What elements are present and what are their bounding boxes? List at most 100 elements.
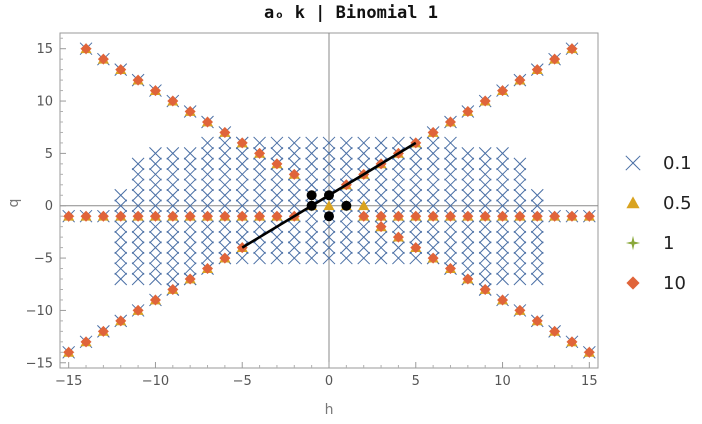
data-point bbox=[114, 251, 128, 265]
data-point bbox=[357, 136, 371, 150]
data-point bbox=[149, 178, 162, 192]
data-point bbox=[183, 178, 197, 192]
data-point bbox=[322, 251, 336, 265]
data-point bbox=[322, 178, 336, 192]
data-point bbox=[426, 188, 440, 202]
data-point bbox=[375, 221, 387, 233]
data-point bbox=[166, 147, 180, 160]
data-point bbox=[270, 167, 284, 181]
data-point bbox=[114, 199, 128, 213]
black-point bbox=[306, 200, 317, 211]
data-point bbox=[392, 178, 405, 192]
data-point bbox=[549, 53, 561, 65]
data-point bbox=[478, 157, 492, 171]
data-point bbox=[287, 147, 301, 160]
data-point bbox=[530, 251, 544, 265]
data-point bbox=[183, 251, 197, 265]
data-point bbox=[166, 157, 180, 171]
data-point bbox=[374, 241, 388, 254]
data-point bbox=[462, 273, 474, 285]
data-point bbox=[583, 346, 595, 358]
data-point bbox=[479, 283, 491, 295]
data-point bbox=[392, 210, 404, 222]
data-point bbox=[183, 241, 197, 254]
data-point bbox=[149, 220, 162, 234]
legend-item-0.1: 0.1 bbox=[625, 153, 692, 174]
data-point bbox=[427, 252, 439, 264]
data-point bbox=[115, 210, 127, 222]
data-point bbox=[340, 188, 353, 202]
data-point bbox=[410, 242, 422, 254]
data-point bbox=[270, 199, 284, 213]
x-axis-label: h bbox=[325, 402, 334, 418]
black-point bbox=[324, 211, 334, 222]
data-point bbox=[357, 220, 371, 234]
data-point bbox=[201, 136, 214, 150]
data-point bbox=[461, 199, 475, 213]
data-point bbox=[374, 230, 388, 244]
data-point bbox=[340, 167, 353, 181]
data-point bbox=[149, 199, 162, 213]
data-point bbox=[375, 210, 387, 222]
data-point bbox=[131, 262, 145, 275]
data-point bbox=[461, 241, 475, 254]
data-point bbox=[218, 157, 232, 171]
data-point bbox=[496, 272, 509, 286]
data-point bbox=[496, 157, 509, 171]
data-point bbox=[444, 220, 457, 234]
data-point bbox=[183, 220, 197, 234]
data-point bbox=[427, 210, 439, 222]
data-point bbox=[497, 210, 509, 222]
data-point bbox=[461, 262, 475, 275]
data-point bbox=[426, 157, 440, 171]
data-point bbox=[461, 147, 475, 160]
data-point bbox=[392, 157, 405, 171]
data-point bbox=[97, 325, 109, 337]
data-point bbox=[566, 210, 578, 222]
data-point bbox=[287, 241, 301, 254]
data-point bbox=[149, 85, 161, 97]
data-point bbox=[358, 200, 370, 211]
data-point bbox=[461, 220, 475, 234]
data-point bbox=[167, 210, 179, 222]
data-point bbox=[63, 346, 75, 358]
black-point bbox=[324, 190, 334, 201]
data-point bbox=[461, 167, 475, 181]
data-point bbox=[409, 178, 423, 192]
data-point bbox=[270, 178, 284, 192]
data-point bbox=[166, 220, 180, 234]
data-point bbox=[444, 178, 457, 192]
data-point bbox=[322, 157, 336, 171]
legend-item-10: 10 bbox=[626, 273, 686, 294]
data-point bbox=[131, 199, 145, 213]
legend-label: 1 bbox=[663, 233, 674, 254]
data-point bbox=[409, 220, 423, 234]
data-point bbox=[531, 210, 543, 222]
y-tick-label: −15 bbox=[26, 356, 53, 371]
data-point bbox=[478, 262, 492, 275]
data-point bbox=[167, 95, 179, 107]
marks-layer bbox=[62, 42, 596, 359]
data-point bbox=[166, 178, 180, 192]
data-point bbox=[513, 220, 527, 234]
legend-label: 0.5 bbox=[663, 193, 692, 214]
data-point bbox=[409, 167, 423, 181]
data-point bbox=[131, 251, 145, 265]
data-point bbox=[132, 210, 144, 222]
data-point bbox=[305, 209, 318, 223]
data-point bbox=[514, 74, 526, 86]
data-point bbox=[166, 188, 180, 202]
data-point bbox=[322, 136, 336, 150]
data-point bbox=[254, 210, 266, 222]
data-point bbox=[461, 188, 475, 202]
data-point bbox=[149, 294, 161, 306]
data-point bbox=[409, 147, 423, 160]
data-point bbox=[201, 230, 214, 244]
data-point bbox=[305, 230, 318, 244]
data-point bbox=[357, 230, 371, 244]
data-point bbox=[218, 178, 232, 192]
legend-marker bbox=[626, 196, 640, 209]
data-point bbox=[322, 147, 336, 160]
